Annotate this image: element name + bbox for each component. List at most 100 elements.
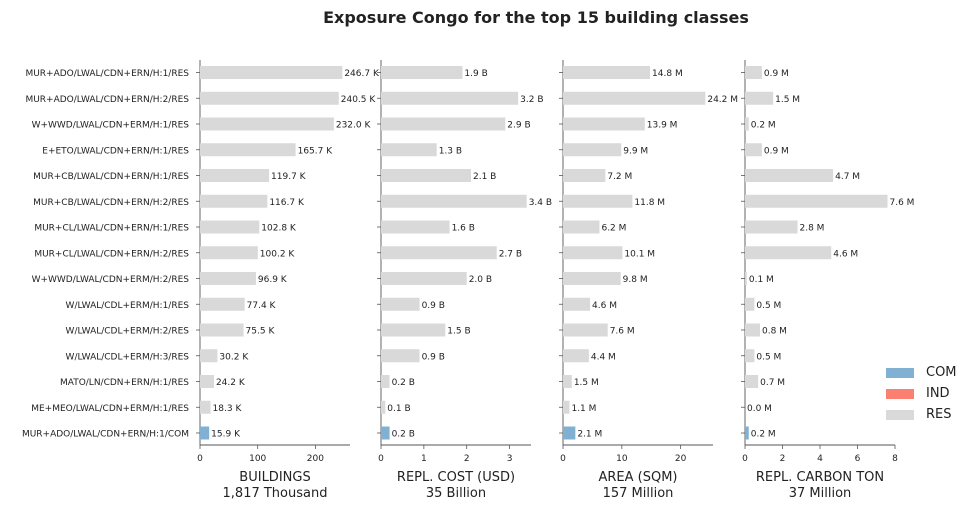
bar bbox=[381, 400, 386, 414]
category-label: MUR+ADO/LWAL/CDN+ERN/H:1/RES bbox=[25, 69, 189, 79]
bar bbox=[563, 297, 591, 311]
legend-label-ind: IND bbox=[926, 386, 950, 401]
category-label: ME+MEO/LWAL/CDN+ERM/H:1/RES bbox=[31, 404, 189, 414]
bar-value-label: 3.2 B bbox=[520, 95, 543, 105]
category-label: MUR+CB/LWAL/CDN+ERN/H:1/RES bbox=[33, 172, 189, 182]
bar-value-label: 4.4 M bbox=[591, 352, 616, 362]
x-tick-label: 0 bbox=[197, 454, 203, 464]
bar bbox=[381, 169, 471, 182]
bar-value-label: 2.1 B bbox=[473, 172, 496, 182]
x-tick-label: 100 bbox=[249, 454, 266, 464]
bar-value-label: 102.8 K bbox=[261, 224, 297, 234]
bar-value-label: 0.2 B bbox=[392, 430, 415, 440]
bar bbox=[200, 169, 270, 182]
bar-value-label: 11.8 M bbox=[634, 198, 665, 208]
bar bbox=[563, 375, 572, 388]
bar bbox=[745, 246, 832, 260]
bar-value-label: 2.8 M bbox=[800, 224, 825, 234]
bar-value-label: 7.2 M bbox=[607, 172, 632, 182]
bar bbox=[200, 426, 210, 440]
x-tick-label: 4 bbox=[817, 454, 823, 464]
bar-value-label: 1.9 B bbox=[464, 69, 487, 79]
x-tick-label: 6 bbox=[855, 454, 861, 464]
bar bbox=[200, 272, 256, 285]
panel-total: 35 Billion bbox=[426, 486, 486, 501]
bar bbox=[381, 246, 497, 260]
bar bbox=[745, 375, 759, 388]
bar-value-label: 1.5 B bbox=[447, 327, 470, 337]
bar bbox=[745, 220, 798, 234]
bar bbox=[745, 297, 755, 311]
bar bbox=[563, 91, 706, 105]
bar-value-label: 2.1 M bbox=[577, 430, 602, 440]
bar-value-label: 9.8 M bbox=[623, 275, 648, 285]
bar bbox=[745, 169, 834, 182]
bar-value-label: 0.1 M bbox=[749, 275, 774, 285]
category-label: MUR+CL/LWAL/CDN+ERN/H:1/RES bbox=[34, 224, 189, 234]
panel-total: 1,817 Thousand bbox=[223, 486, 328, 501]
bar-value-label: 13.9 M bbox=[647, 121, 678, 131]
legend-label-com: COM bbox=[926, 365, 957, 380]
bar bbox=[563, 426, 576, 440]
bar-value-label: 119.7 K bbox=[271, 172, 307, 182]
chart-title: Exposure Congo for the top 15 building c… bbox=[323, 8, 749, 27]
legend-item-res: RES bbox=[886, 404, 957, 425]
bar-value-label: 100.2 K bbox=[260, 249, 296, 259]
bar bbox=[563, 117, 645, 131]
bar bbox=[200, 91, 339, 105]
bar-value-label: 0.5 M bbox=[756, 352, 781, 362]
bar-value-label: 6.2 M bbox=[601, 224, 626, 234]
bar bbox=[563, 169, 606, 182]
bar-value-label: 116.7 K bbox=[269, 198, 305, 208]
bar bbox=[745, 349, 755, 363]
x-tick-label: 0 bbox=[742, 454, 748, 464]
bar-value-label: 2.9 B bbox=[507, 121, 530, 131]
category-label: MATO/LN/CDN+ERN/H:1/RES bbox=[60, 378, 189, 388]
bar bbox=[381, 272, 467, 285]
bar-value-label: 0.9 B bbox=[422, 352, 445, 362]
x-tick-label: 10 bbox=[616, 454, 628, 464]
bar-value-label: 0.1 B bbox=[387, 404, 410, 414]
bar bbox=[745, 66, 762, 79]
bar bbox=[381, 426, 390, 440]
bar bbox=[563, 323, 608, 337]
bar bbox=[563, 400, 570, 414]
bar bbox=[200, 220, 260, 234]
bar-value-label: 0.9 M bbox=[764, 146, 789, 156]
category-label: E+ETO/LWAL/CDN+ERN/H:1/RES bbox=[42, 146, 189, 156]
bar-value-label: 18.3 K bbox=[213, 404, 243, 414]
bar bbox=[200, 297, 245, 311]
x-tick-label: 0 bbox=[560, 454, 566, 464]
category-label: W+WWD/LWAL/CDN+ERM/H:2/RES bbox=[32, 275, 190, 285]
x-axis-label: BUILDINGS bbox=[239, 470, 310, 485]
bar-value-label: 24.2 M bbox=[707, 95, 738, 105]
bar-value-label: 9.9 M bbox=[623, 146, 648, 156]
bar bbox=[200, 143, 296, 157]
bar bbox=[381, 66, 463, 79]
bar bbox=[381, 91, 519, 105]
bar bbox=[745, 117, 749, 131]
bar-value-label: 24.2 K bbox=[216, 378, 246, 388]
bar-value-label: 0.7 M bbox=[760, 378, 785, 388]
bar bbox=[381, 117, 506, 131]
legend-swatch-res bbox=[886, 409, 914, 420]
x-tick-label: 2 bbox=[464, 454, 470, 464]
bar-value-label: 0.2 B bbox=[392, 378, 415, 388]
bar bbox=[381, 194, 527, 208]
bar-value-label: 1.5 M bbox=[775, 95, 800, 105]
bar-value-label: 4.7 M bbox=[835, 172, 860, 182]
bar bbox=[200, 246, 258, 260]
bar-value-label: 30.2 K bbox=[219, 352, 249, 362]
category-label: MUR+ADO/LWAL/CDN+ERN/H:2/RES bbox=[25, 95, 189, 105]
legend-swatch-com bbox=[886, 367, 914, 378]
bar-value-label: 0.8 M bbox=[762, 327, 787, 337]
category-label: MUR+CL/LWAL/CDN+ERN/H:2/RES bbox=[34, 249, 189, 259]
bar bbox=[563, 194, 633, 208]
bar bbox=[200, 117, 334, 131]
bar-value-label: 10.1 M bbox=[624, 249, 655, 259]
bar bbox=[745, 194, 888, 208]
bar-value-label: 240.5 K bbox=[341, 95, 377, 105]
bar-value-label: 0.0 M bbox=[747, 404, 772, 414]
bar-value-label: 77.4 K bbox=[247, 301, 277, 311]
panel-total: 37 Million bbox=[789, 486, 852, 501]
